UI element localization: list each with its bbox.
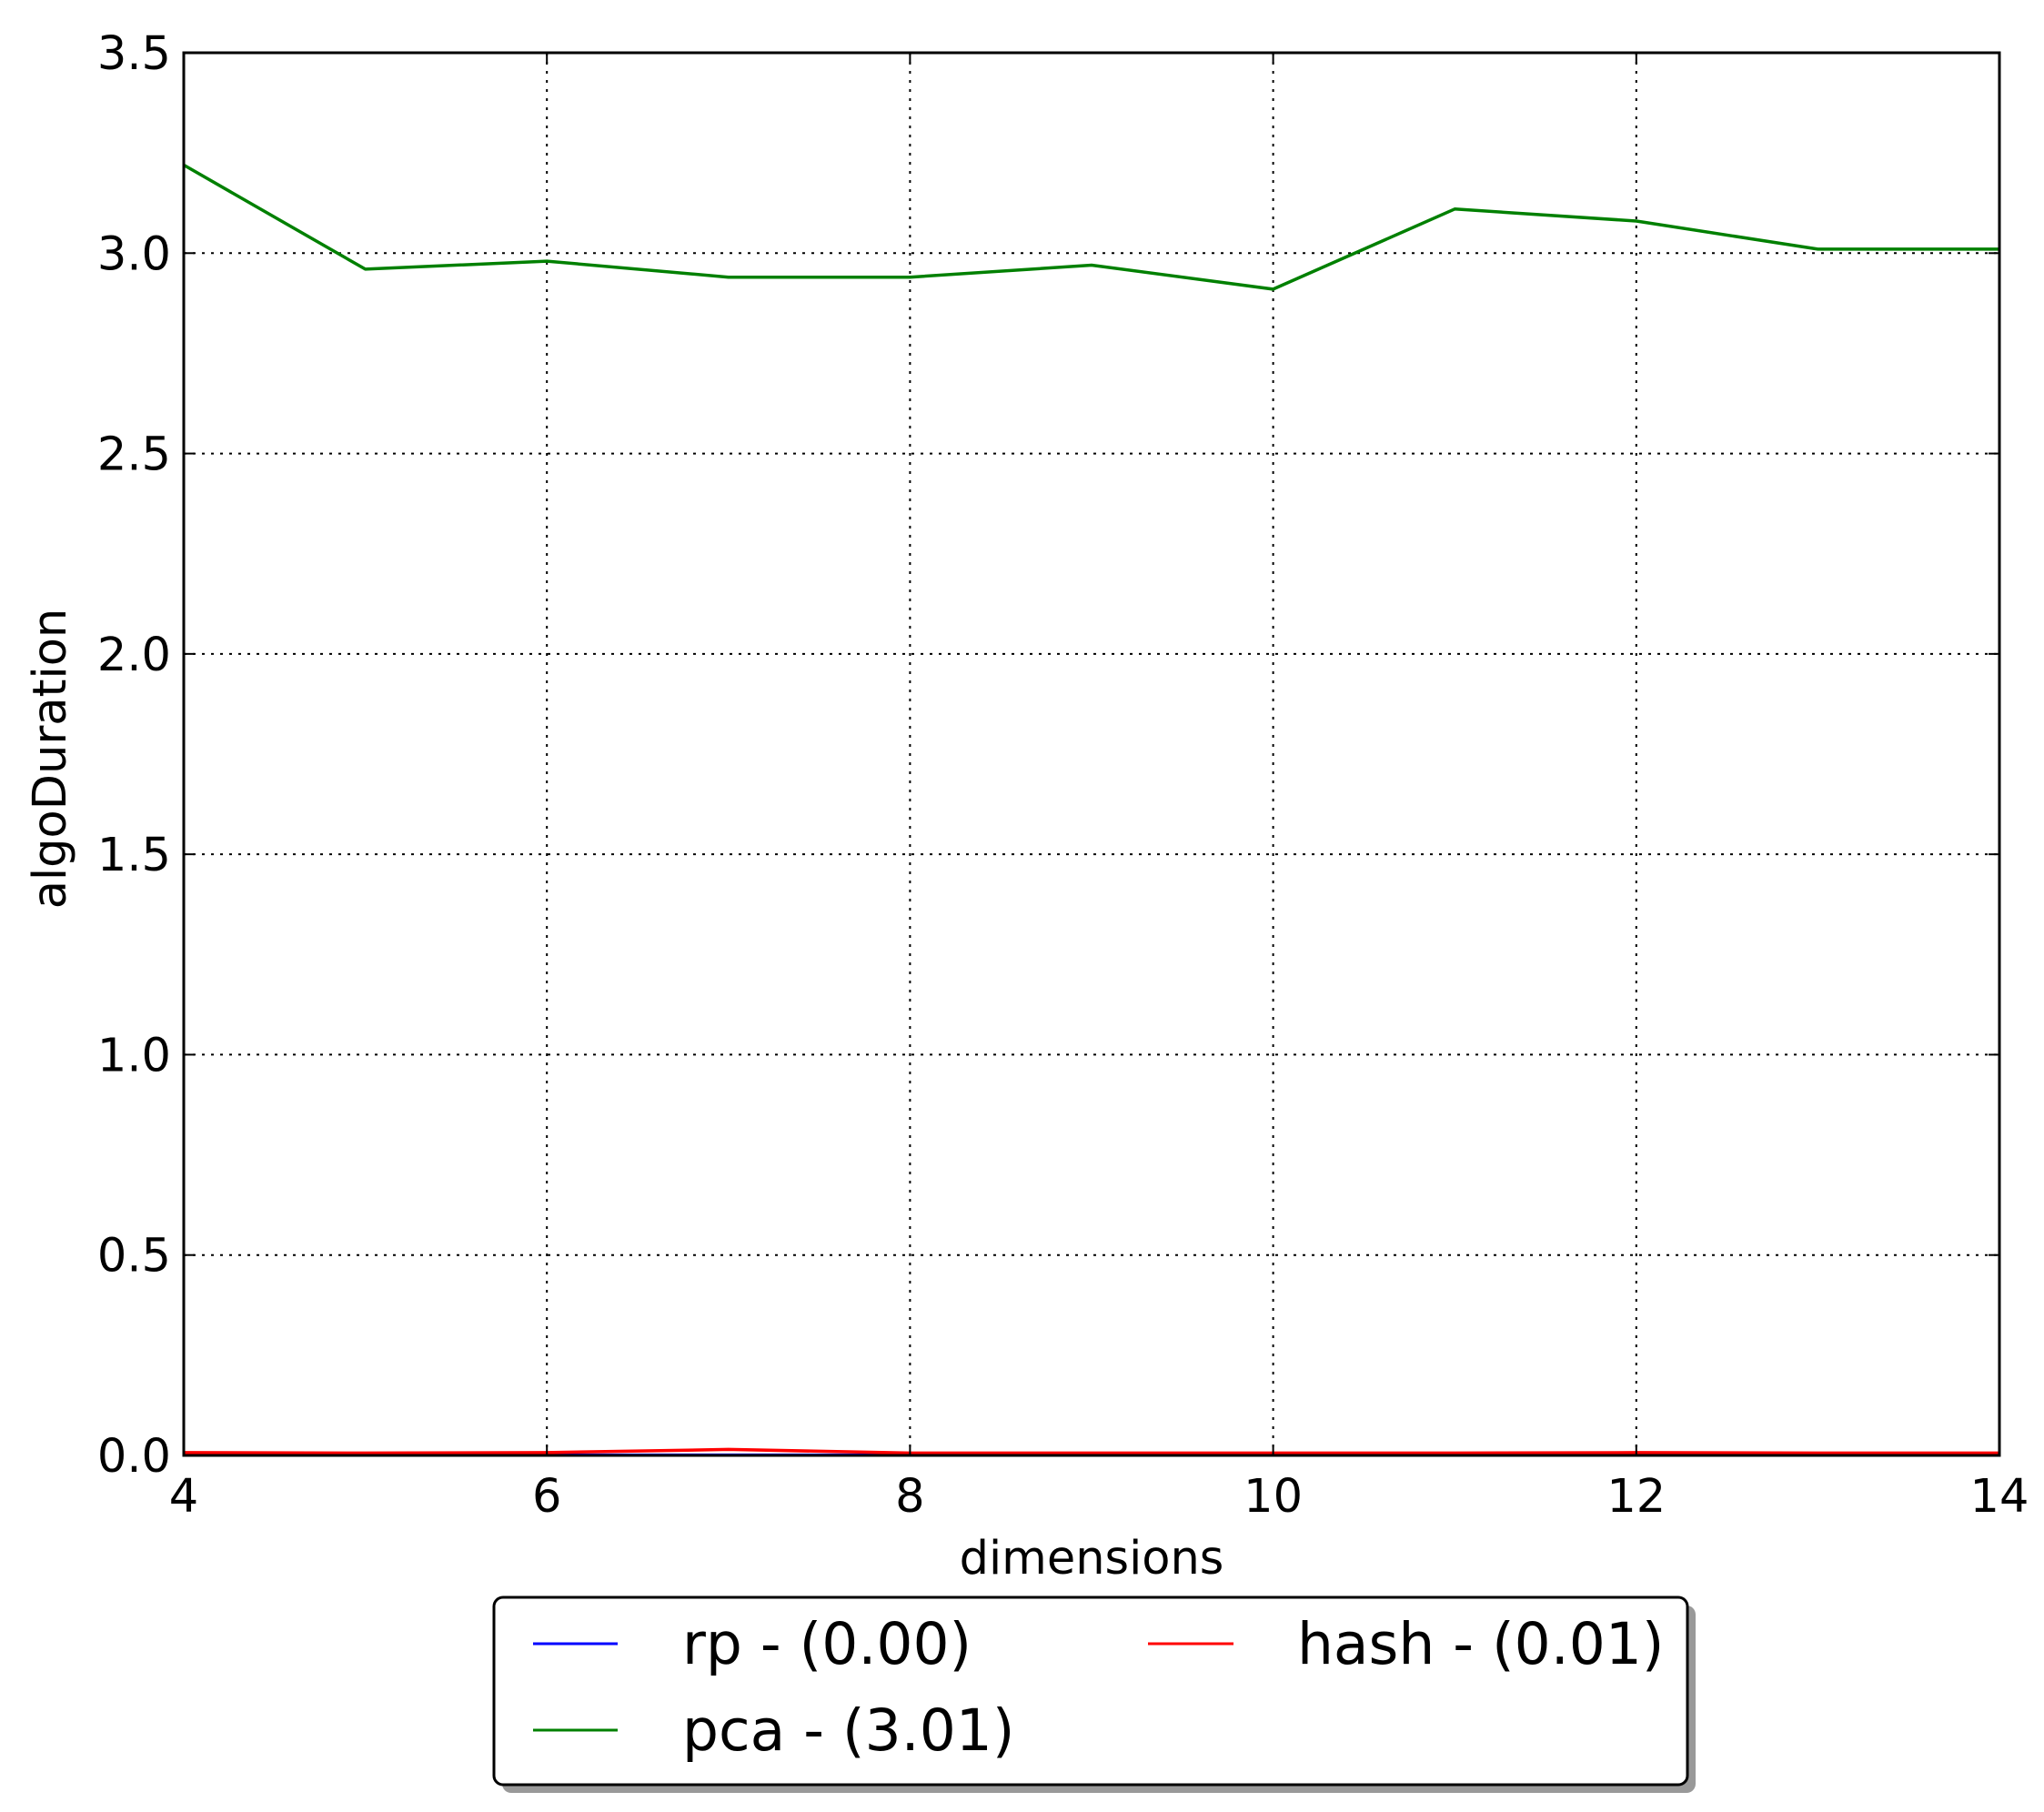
plot-area-frame — [182, 51, 2001, 1457]
legend-label-hash: hash - (0.01) — [1297, 1611, 1665, 1677]
series-line-hash — [183, 1447, 1999, 1455]
y-tick-label: 0.5 — [97, 1230, 171, 1284]
grid-lines — [183, 52, 2000, 1456]
legend-label-rp: rp - (0.00) — [682, 1611, 972, 1677]
legend: rp - (0.00) hash - (0.01) pca - (3.01) — [492, 1596, 1696, 1793]
y-tick-label: 2.5 — [97, 428, 171, 482]
series-line-pca — [183, 163, 1999, 291]
x-tick-label: 4 — [169, 1470, 198, 1524]
y-tick-label: 3.0 — [97, 227, 171, 281]
y-tick-label: 1.5 — [97, 829, 171, 882]
legend-label-pca: pca - (3.01) — [682, 1697, 1014, 1764]
legend-box — [492, 1596, 1689, 1787]
y-tick-label: 1.0 — [97, 1029, 171, 1082]
x-tick-label: 8 — [895, 1470, 924, 1524]
series-lines — [183, 163, 1999, 1457]
x-tick-label: 6 — [532, 1470, 561, 1524]
axis-ticks: 4 6 8 10 12 14 0.0 0.5 1.0 1.5 2.0 2.5 3.0 3.5 — [97, 27, 2029, 1524]
x-tick-label: 14 — [1970, 1470, 2029, 1524]
x-tick-label: 10 — [1244, 1470, 1303, 1524]
y-tick-label: 0.0 — [97, 1430, 171, 1484]
y-tick-label: 3.5 — [97, 27, 171, 81]
x-axis-label: dimensions — [960, 1532, 1224, 1586]
x-tick-label: 12 — [1606, 1470, 1666, 1524]
y-axis-label: algoDuration — [24, 609, 77, 910]
y-tick-label: 2.0 — [97, 629, 171, 682]
